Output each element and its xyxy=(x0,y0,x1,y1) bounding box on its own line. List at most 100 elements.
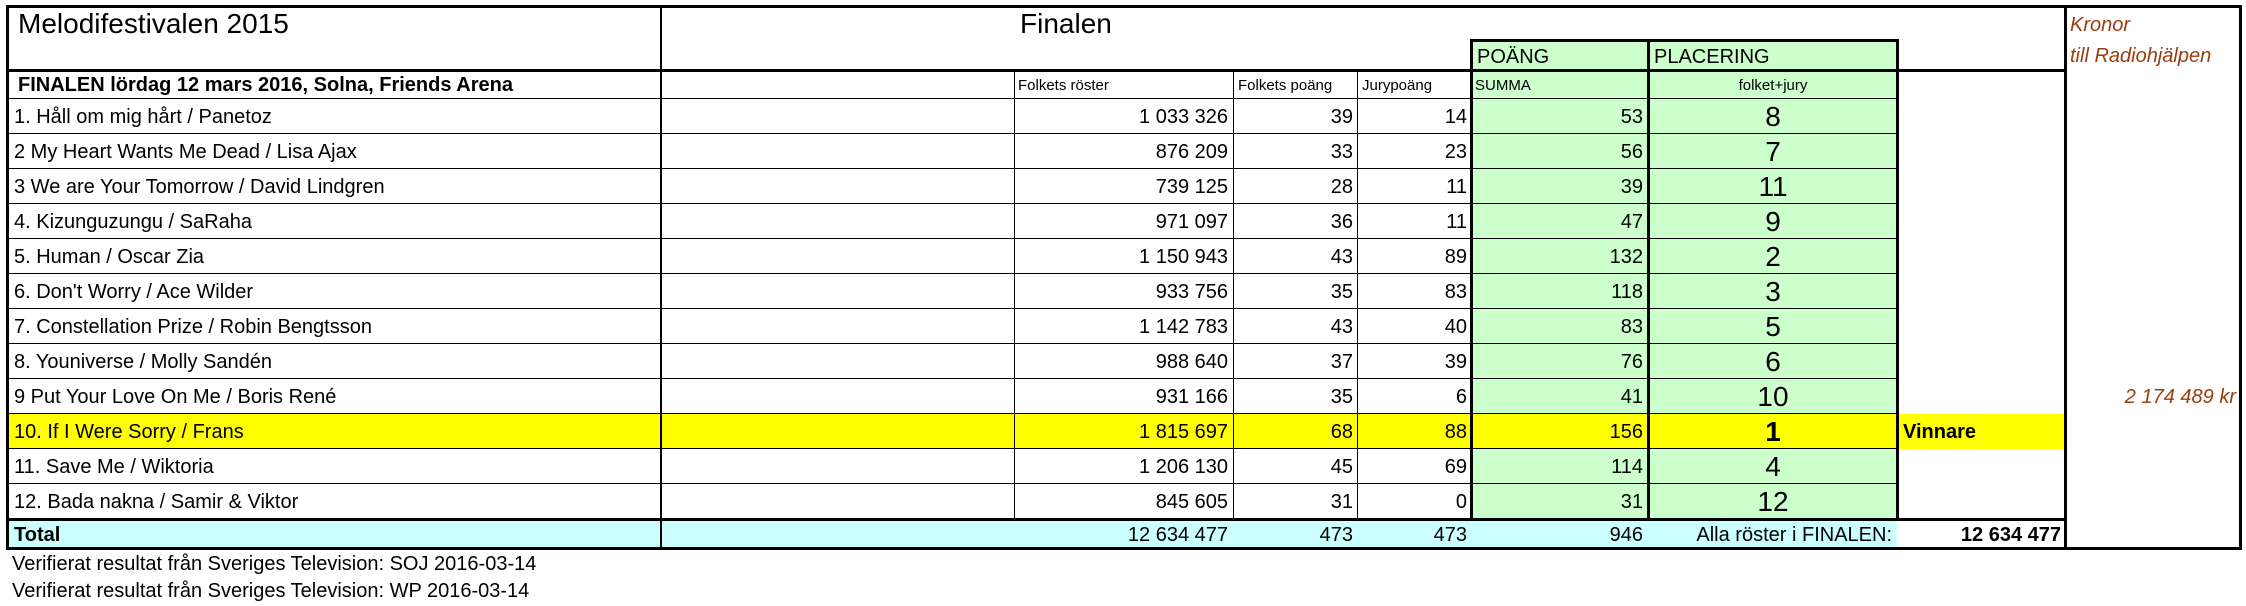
placering-cell: 3 xyxy=(1765,275,1781,307)
total-folkets-poang: 473 xyxy=(1319,523,1353,546)
song-title-cell: 9 Put Your Love On Me / Boris René xyxy=(14,385,337,408)
folkets-poang-cell: 68 xyxy=(1330,420,1353,443)
folkets-roster-cell: 1 033 326 xyxy=(1139,105,1228,128)
kronor-cell xyxy=(2066,134,2240,169)
col-folkets-poang: Folkets poäng xyxy=(1238,76,1333,94)
summa-cell: 114 xyxy=(1611,455,1643,478)
folkets-roster-cell: 931 166 xyxy=(1155,385,1228,408)
kronor-cell xyxy=(2066,449,2240,484)
summa-cell: 83 xyxy=(1620,315,1643,338)
row-divider xyxy=(8,308,1898,309)
jurypoang-cell: 88 xyxy=(1444,420,1467,443)
green-score-bg xyxy=(1472,99,1897,134)
green-score-bg xyxy=(1472,239,1897,274)
kronor-cell xyxy=(2066,204,2240,239)
poang-box-right xyxy=(1647,39,1650,521)
jurypoang-cell: 39 xyxy=(1444,350,1467,373)
summa-cell: 118 xyxy=(1611,280,1643,303)
jurypoang-cell: 83 xyxy=(1444,280,1467,303)
border-top xyxy=(6,5,2242,8)
winner-note-cell xyxy=(1899,239,2065,274)
row-divider xyxy=(8,378,1898,379)
folkets-poang-cell: 28 xyxy=(1330,175,1353,198)
placering-cell: 4 xyxy=(1765,450,1781,482)
col-divider-kronor xyxy=(2064,5,2067,550)
folket-subheader-bg xyxy=(1649,72,1897,98)
folkets-roster-cell: 876 209 xyxy=(1155,140,1228,163)
folkets-poang-cell: 35 xyxy=(1330,385,1353,408)
total-top-line xyxy=(6,518,2066,521)
song-title-cell: 12. Bada nakna / Samir & Viktor xyxy=(14,490,299,513)
green-score-bg xyxy=(1472,274,1897,309)
summa-cell: 156 xyxy=(1609,420,1643,443)
kronor-cell xyxy=(2066,484,2240,519)
col-jurypoang: Jurypoäng xyxy=(1362,76,1433,94)
total-label: Total xyxy=(14,523,61,546)
jurypoang-cell: 11 xyxy=(1446,210,1467,233)
folkets-poang-cell: 33 xyxy=(1330,140,1353,163)
event-info: FINALEN lördag 12 mars 2016, Solna, Frie… xyxy=(18,74,513,96)
poang-box-top xyxy=(1470,39,1899,42)
kronor-cell xyxy=(2066,414,2240,449)
kronor-cell xyxy=(2066,274,2240,309)
jurypoang-cell: 40 xyxy=(1444,315,1467,338)
folkets-roster-cell: 1 815 697 xyxy=(1139,420,1228,443)
winner-note-cell xyxy=(1899,309,2065,344)
winner-note-cell: Vinnare xyxy=(1903,420,1976,443)
row-divider xyxy=(8,168,1898,169)
green-score-bg xyxy=(1472,344,1897,379)
col-summa: SUMMA xyxy=(1475,76,1531,94)
total-value-right xyxy=(2064,518,2067,550)
winner-note-cell xyxy=(1899,379,2065,414)
placering-cell: 5 xyxy=(1765,310,1781,342)
folkets-poang-cell: 45 xyxy=(1330,455,1353,478)
total-row xyxy=(8,521,1897,548)
folkets-roster-cell: 1 142 783 xyxy=(1139,315,1228,338)
total-roster: 12 634 477 xyxy=(1127,523,1228,546)
row-divider xyxy=(8,133,1898,134)
col-divider-c xyxy=(1233,69,1234,519)
summa-cell: 47 xyxy=(1620,210,1643,233)
alla-roster-label: Alla röster i FINALEN: xyxy=(1696,523,1892,546)
green-score-bg xyxy=(1472,309,1897,344)
placering-cell: 11 xyxy=(1758,170,1788,202)
footer-verified-wp: Verifierat resultat från Sveriges Televi… xyxy=(12,580,530,602)
border-left xyxy=(6,5,9,550)
summa-cell: 41 xyxy=(1620,385,1643,408)
jurypoang-cell: 6 xyxy=(1455,385,1467,408)
col-divider-b xyxy=(1014,69,1015,519)
folkets-poang-cell: 37 xyxy=(1330,350,1353,373)
placering-header-bg xyxy=(1649,41,1897,71)
kronor-cell xyxy=(2066,344,2240,379)
song-title-cell: 7. Constellation Prize / Robin Bengtsson xyxy=(14,315,372,338)
green-score-bg xyxy=(1472,379,1897,414)
folkets-roster-cell: 971 097 xyxy=(1155,210,1228,233)
song-title-cell: 1. Håll om mig hårt / Panetoz xyxy=(14,105,272,128)
kronor-cell xyxy=(2066,309,2240,344)
song-title-cell: 8. Youniverse / Molly Sandén xyxy=(14,350,272,373)
winner-note-cell xyxy=(1899,449,2065,484)
winner-note-cell xyxy=(1899,134,2065,169)
kronor-cell xyxy=(2066,169,2240,204)
jurypoang-cell: 14 xyxy=(1444,105,1467,128)
col-folkets-roster: Folkets röster xyxy=(1018,76,1109,94)
row-divider xyxy=(8,448,1898,449)
placering-cell: 1 xyxy=(1765,415,1781,447)
song-title-cell: 3 We are Your Tomorrow / David Lindgren xyxy=(14,175,385,198)
jurypoang-cell: 89 xyxy=(1444,245,1467,268)
row-divider xyxy=(8,273,1898,274)
placering-cell: 8 xyxy=(1765,100,1781,132)
green-score-bg xyxy=(1472,484,1897,519)
col-folket-jury: folket+jury xyxy=(1738,76,1808,94)
folkets-roster-cell: 1 206 130 xyxy=(1139,455,1228,478)
placering-cell: 2 xyxy=(1765,240,1781,272)
summa-cell: 53 xyxy=(1620,105,1643,128)
summa-cell: 76 xyxy=(1620,350,1643,373)
row-divider xyxy=(8,203,1898,204)
row-divider xyxy=(8,343,1898,344)
row-divider xyxy=(8,413,1898,414)
summa-cell: 56 xyxy=(1620,140,1643,163)
total-summa: 946 xyxy=(1609,523,1643,546)
summa-cell: 132 xyxy=(1609,245,1643,268)
song-title-cell: 6. Don't Worry / Ace Wilder xyxy=(14,280,254,303)
